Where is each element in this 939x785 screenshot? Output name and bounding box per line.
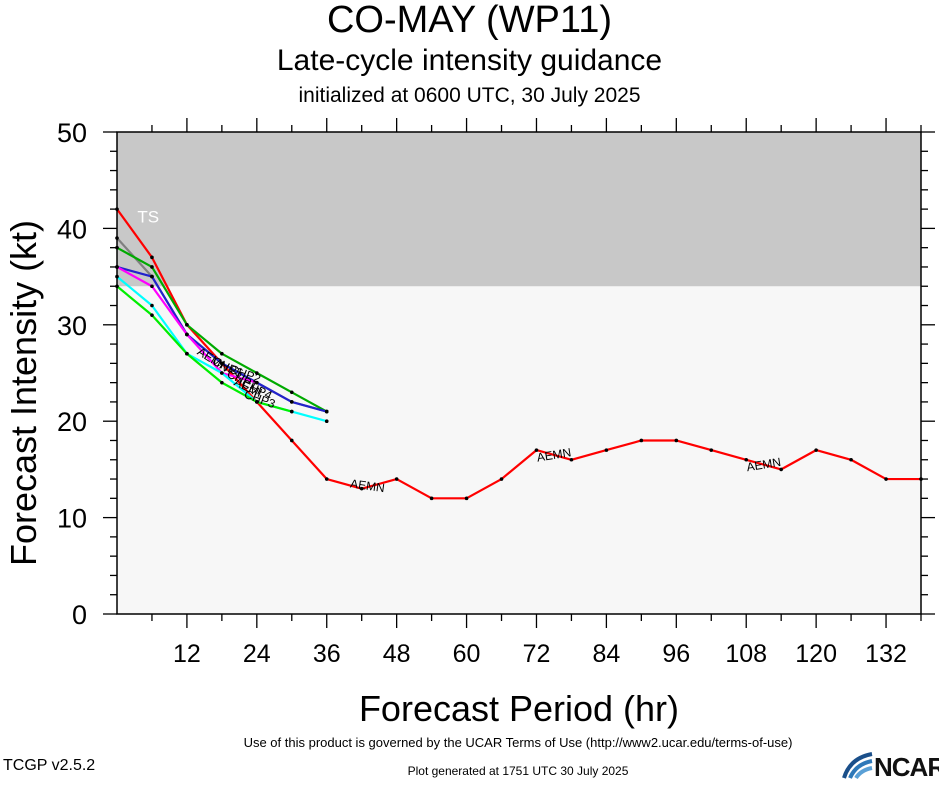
- y-tick-label: 50: [57, 118, 87, 148]
- data-point: [220, 361, 224, 366]
- intensity-band: [117, 132, 921, 287]
- series-label: AEMN: [745, 455, 781, 474]
- ncar-logo: NCAR: [842, 750, 939, 782]
- data-point: [429, 496, 434, 501]
- data-point: [150, 284, 154, 289]
- data-point: [779, 467, 783, 472]
- data-point: [849, 457, 853, 462]
- y-tick-label: 40: [57, 214, 87, 244]
- data-point: [324, 477, 329, 481]
- data-point: [289, 390, 294, 395]
- series-label-text: AEMN: [536, 445, 572, 464]
- series-label-text: AEMN: [349, 476, 385, 495]
- data-point: [674, 438, 679, 443]
- x-tick-label: 12: [173, 640, 201, 668]
- data-point: [324, 409, 329, 414]
- data-point: [150, 265, 154, 269]
- data-point: [394, 477, 399, 481]
- x-tick-label: 108: [725, 640, 767, 668]
- ncar-logo-text: NCAR: [874, 752, 939, 782]
- x-tick-label: 120: [795, 640, 837, 668]
- terms-of-use-text: Use of this product is governed by the U…: [243, 735, 793, 750]
- data-point: [255, 400, 259, 404]
- x-tick-label: 96: [662, 640, 690, 668]
- generated-timestamp: Plot generated at 1751 UTC 30 July 2025: [407, 764, 629, 778]
- chart-subtitle: Late-cycle intensity guidance: [276, 44, 663, 77]
- data-point: [185, 332, 189, 337]
- x-tick-label: 24: [243, 640, 271, 668]
- data-point: [744, 457, 749, 462]
- chart-title: CO-MAY (WP11): [326, 0, 613, 41]
- x-tick-label: 84: [592, 640, 620, 668]
- y-tick-label: 20: [57, 407, 87, 437]
- chart-plot: TSAEMNCHP2CHP5CHP1AEMICHP4CHP3AEMNAEMNAE…: [3, 118, 935, 729]
- series-label-text: AEMN: [745, 455, 781, 474]
- data-point: [289, 438, 294, 443]
- data-point: [709, 448, 714, 452]
- data-point: [569, 457, 574, 462]
- data-point: [534, 448, 539, 452]
- x-tick-label: 48: [383, 640, 411, 668]
- y-tick-label: 30: [57, 311, 87, 341]
- data-point: [255, 380, 259, 385]
- y-axis-label: Forecast Intensity (kt): [3, 220, 44, 566]
- data-point: [150, 303, 154, 308]
- data-point: [220, 380, 224, 385]
- data-point: [604, 448, 609, 452]
- data-point: [150, 313, 154, 317]
- data-point: [220, 351, 224, 356]
- data-point: [255, 371, 259, 375]
- y-tick-label: 0: [72, 600, 87, 630]
- ncar-logo-icon: [842, 752, 873, 780]
- x-tick-label: 60: [453, 640, 481, 668]
- data-point: [464, 496, 469, 501]
- data-point: [150, 274, 154, 279]
- data-point: [220, 371, 224, 375]
- data-point: [289, 400, 294, 404]
- x-tick-label: 132: [865, 640, 907, 668]
- data-point: [185, 323, 189, 327]
- data-point: [814, 448, 818, 452]
- data-point: [884, 477, 888, 481]
- series-label: AEMN: [349, 476, 385, 495]
- y-tick-label: 10: [57, 504, 87, 534]
- data-point: [185, 351, 189, 356]
- data-point: [359, 486, 364, 491]
- series-line-aemn: [116, 208, 921, 500]
- data-point: [150, 255, 154, 260]
- x-tick-label: 72: [523, 640, 551, 668]
- x-axis-label: Forecast Period (hr): [359, 688, 679, 729]
- data-point: [639, 438, 644, 443]
- chart-init-text: initialized at 0600 UTC, 30 July 2025: [298, 84, 641, 107]
- data-point: [324, 419, 329, 424]
- series-line-chp5: [116, 285, 293, 413]
- series-label: AEMN: [536, 445, 572, 464]
- plot-frame: [116, 131, 922, 615]
- data-point: [289, 409, 294, 414]
- x-tick-label: 36: [313, 640, 341, 668]
- data-point: [499, 477, 504, 481]
- intensity-band-label: TS: [137, 208, 159, 227]
- version-label: TCGP v2.5.2: [3, 757, 96, 774]
